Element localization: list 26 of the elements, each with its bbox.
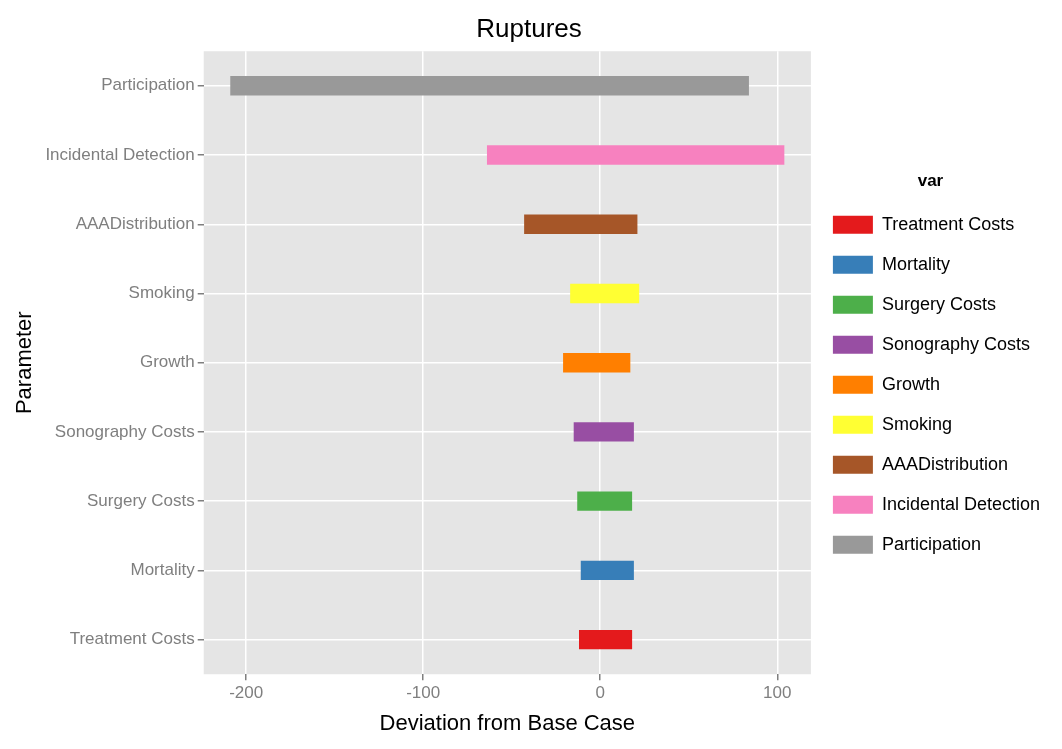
legend-label: Growth: [881, 373, 940, 394]
y-tick-label: Incidental Detection: [45, 144, 195, 164]
y-tick-label: Growth: [139, 352, 195, 372]
legend-label: Sonography Costs: [881, 333, 1030, 354]
y-tick-label: Sonography Costs: [54, 421, 195, 441]
y-axis-title: Parameter: [11, 311, 37, 415]
legend-label: AAADistribution: [881, 453, 1008, 474]
y-tick-label: Mortality: [130, 560, 196, 580]
y-tick-label: Participation: [101, 75, 195, 95]
y-tick-label: Smoking: [128, 283, 195, 303]
x-tick-label: -100: [406, 683, 441, 703]
legend-label: Incidental Detection: [881, 493, 1041, 514]
chart-title: Ruptures: [476, 12, 582, 43]
y-tick-label: AAADistribution: [75, 213, 195, 233]
x-axis-title: Deviation from Base Case: [379, 709, 636, 735]
y-tick-label: Treatment Costs: [69, 629, 195, 649]
legend-label: Smoking: [881, 413, 952, 434]
legend-label: Participation: [881, 533, 981, 554]
legend-label: Mortality: [881, 253, 950, 274]
legend-title: var: [917, 171, 944, 191]
x-tick-label: 100: [763, 683, 792, 703]
legend-label: Treatment Costs: [881, 213, 1015, 234]
x-tick-label: 0: [595, 683, 605, 703]
x-tick-label: -200: [229, 683, 264, 703]
legend-label: Surgery Costs: [881, 293, 996, 314]
y-tick-label: Surgery Costs: [87, 490, 195, 510]
